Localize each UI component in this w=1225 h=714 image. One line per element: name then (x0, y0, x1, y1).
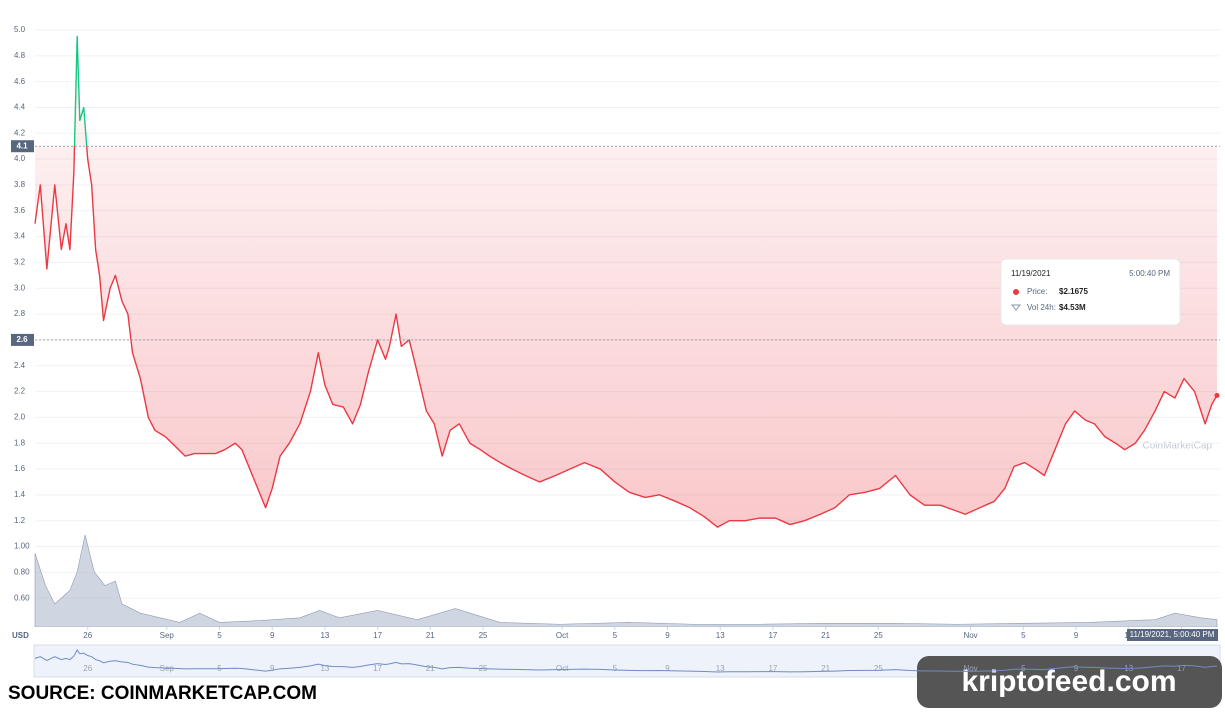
y-tick-label: 1.6 (14, 464, 26, 473)
y-tick-label: 1.4 (14, 490, 26, 499)
tooltip-vol-icon (1010, 304, 1022, 311)
y-tick-label: 4.8 (14, 51, 26, 60)
tooltip-date: 11/19/2021 (1011, 269, 1051, 278)
volume-area (34, 534, 1218, 627)
x-tick-label: 17 (373, 631, 382, 640)
x-tick-label: 17 (768, 631, 777, 640)
reference-label: 4.1 (16, 141, 28, 150)
watermark: CoinMarketCap (1143, 441, 1213, 452)
x-tick-label: Sep (160, 631, 175, 640)
brand: kriptofeed.com (961, 665, 1176, 698)
navigator-tick-label: 17 (373, 664, 382, 673)
y-tick-label: 4.0 (14, 154, 26, 163)
tooltip: 11/19/2021 5:00:40 PM Price: $2.1675 Vol… (1000, 258, 1181, 326)
navigator-tick-label: 9 (270, 664, 275, 673)
navigator-tick-label: 9 (665, 664, 670, 673)
x-tick-label: 9 (1074, 631, 1079, 640)
navigator-tick-label: 5 (1021, 664, 1026, 673)
reference-label: 2.6 (16, 335, 28, 344)
x-tick-label: 25 (874, 631, 883, 640)
last-point (1214, 392, 1220, 398)
y-tick-label: 4.4 (14, 103, 26, 112)
navigator-tick-label: 17 (768, 664, 777, 673)
x-tick-label: 9 (270, 631, 275, 640)
y-tick-label: 3.6 (14, 206, 26, 215)
navigator-tick-label: 21 (821, 664, 830, 673)
tooltip-value: $2.1675 (1059, 287, 1088, 296)
source: SOURCE: COINMARKETCAP.COM (8, 683, 317, 704)
y-tick-label: 2.4 (14, 361, 26, 370)
navigator-tick-label: Oct (556, 664, 569, 673)
y-tick-label: 3.8 (14, 180, 26, 189)
price-line (34, 35, 1218, 528)
navigator-tick-label: 9 (1074, 664, 1079, 673)
x-tick-label: 25 (479, 631, 488, 640)
y-tick-label: 3.0 (14, 283, 26, 292)
x-tick-label: 21 (426, 631, 435, 640)
y-tick-label: 3.2 (14, 258, 26, 267)
reference-badge (11, 140, 34, 153)
tooltip-label: Price: (1027, 287, 1047, 296)
tooltip-label: Vol 24h: (1027, 303, 1056, 312)
tooltip-dot (1013, 289, 1019, 295)
navigator-tick-label: Sep (160, 664, 175, 673)
navigator-tick-label: 26 (83, 664, 92, 673)
navigator-tick-label: 13 (320, 664, 329, 673)
x-tick-label: 13 (320, 631, 329, 640)
y-tick-label: 2.0 (14, 413, 26, 422)
y-tick-label: 0.60 (14, 593, 30, 602)
y-tick-label: 5.0 (14, 25, 26, 34)
y-tick-label: 2.2 (14, 387, 26, 396)
x-tick-label: Oct (556, 631, 569, 640)
y-tick-label: 1.2 (14, 516, 26, 525)
y-tick-label: 4.6 (14, 77, 26, 86)
x-tick-label: 26 (83, 631, 92, 640)
y-tick-label: 2.8 (14, 309, 26, 318)
x-tick-label: 21 (821, 631, 830, 640)
reference-badge (11, 333, 34, 346)
y-tick-label: 4.2 (14, 128, 26, 137)
x-tick-label: 5 (217, 631, 222, 640)
x-tick-label: 13 (716, 631, 725, 640)
navigator-tick-label: 13 (716, 664, 725, 673)
tooltip-time: 5:00:40 PM (1129, 269, 1170, 278)
x-tick-label: Nov (963, 631, 977, 640)
navigator-tick-label: 17 (1177, 664, 1186, 673)
navigator-tick-label: Nov (963, 664, 977, 673)
price-area (35, 36, 1217, 528)
navigator-tick-label: 21 (426, 664, 435, 673)
x-tick-label: 9 (665, 631, 670, 640)
crosshair-label: 11/19/2021, 5:00:40 PM (1130, 630, 1215, 639)
navigator-tick-label: 5 (613, 664, 618, 673)
navigator-tick-label: 25 (874, 664, 883, 673)
y-tick-label: 3.4 (14, 232, 26, 241)
navigator-line (34, 649, 1218, 673)
y-tick-label: 1.8 (14, 438, 26, 447)
tooltip-box (1000, 258, 1181, 326)
x-tick-label: 5 (1021, 631, 1026, 640)
y-unit: USD (12, 631, 29, 640)
x-tick-label: 5 (613, 631, 618, 640)
y-tick-label: 1.00 (14, 542, 30, 551)
brand-badge (917, 656, 1222, 708)
crosshair-badge (1127, 629, 1218, 641)
tooltip-value: $4.53M (1059, 303, 1086, 312)
y-tick-label: 0.80 (14, 567, 30, 576)
